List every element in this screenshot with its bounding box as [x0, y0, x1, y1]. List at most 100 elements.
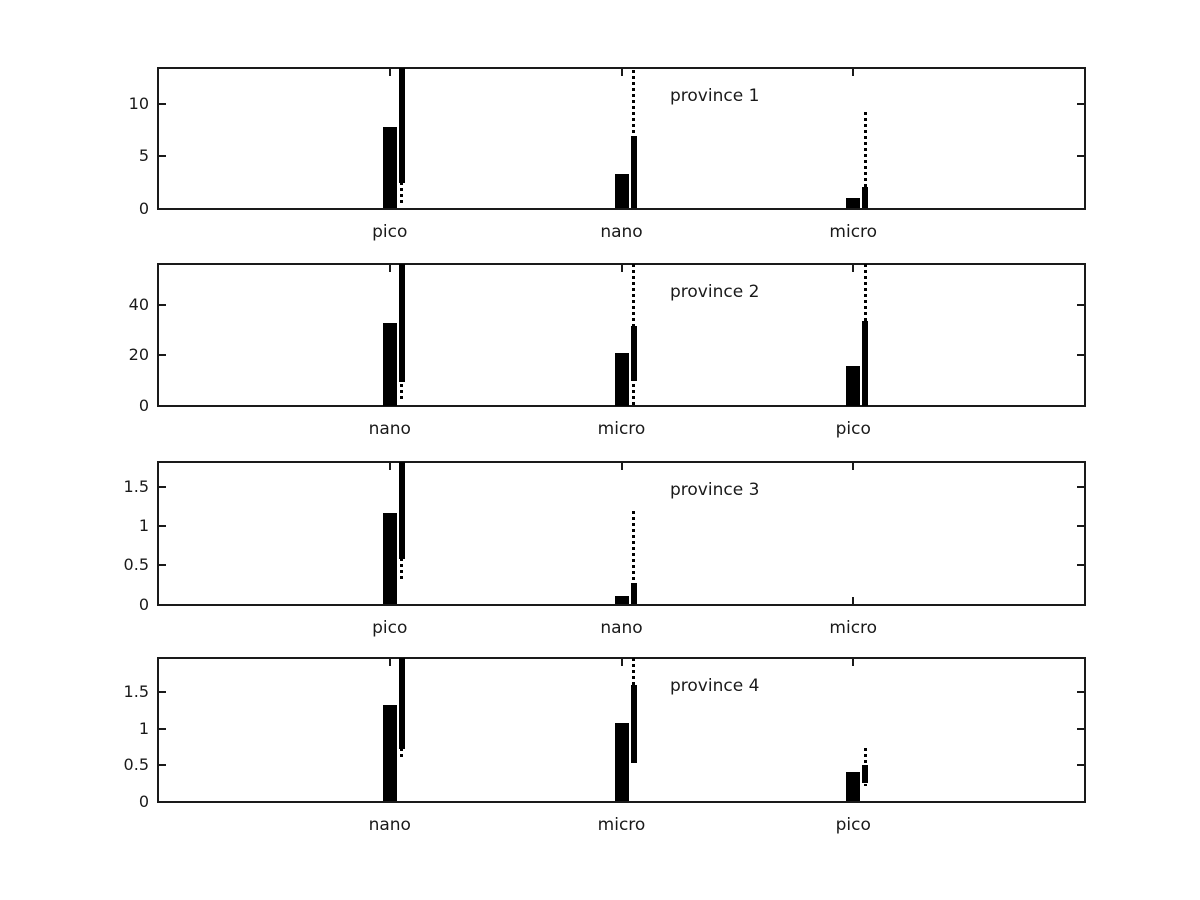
- y-tick-left: [159, 603, 166, 606]
- y-tick-right: [1077, 405, 1084, 407]
- y-tick-label: 0.5: [123, 755, 149, 775]
- plot-box: [157, 657, 1086, 803]
- y-tick-left: [159, 103, 166, 106]
- y-tick-label: 1.5: [123, 682, 149, 702]
- y-tick-label: 40: [128, 294, 149, 314]
- x-tick-top: [620, 265, 623, 272]
- bar-pico: [846, 366, 861, 406]
- y-tick-label: 1.5: [123, 477, 149, 497]
- x-tick-top: [388, 265, 391, 272]
- y-tick-label: 5: [138, 146, 149, 166]
- plot-box: [157, 263, 1086, 407]
- y-tick-label: 20: [128, 345, 149, 365]
- y-tick-left: [159, 486, 166, 489]
- y-tick-left: [159, 525, 166, 528]
- y-tick-right: [1077, 207, 1084, 210]
- y-tick-left: [159, 207, 166, 210]
- x-tick-top: [388, 659, 391, 666]
- y-tick-label: 1: [138, 516, 149, 536]
- province-label: province 4: [670, 676, 760, 696]
- category-label: micro: [597, 814, 646, 835]
- x-tick-top: [852, 463, 855, 470]
- bar-pico: [382, 512, 397, 605]
- y-tick-left: [159, 405, 166, 407]
- y-tick-right: [1077, 727, 1084, 730]
- x-tick-top: [388, 69, 391, 76]
- error-bar-solid: [398, 462, 405, 560]
- bar-nano: [614, 595, 629, 605]
- y-tick-left: [159, 564, 166, 567]
- y-tick-label: 1: [138, 718, 149, 738]
- x-tick-bottom: [852, 596, 855, 604]
- y-tick-left: [159, 691, 166, 694]
- y-tick-left: [159, 764, 166, 767]
- category-label: micro: [829, 617, 878, 638]
- category-label: pico: [372, 617, 408, 638]
- category-label: micro: [597, 419, 646, 439]
- x-tick-top: [852, 265, 855, 272]
- y-tick-left: [159, 800, 166, 803]
- y-tick-label: 0: [138, 594, 149, 614]
- y-tick-right: [1077, 354, 1084, 357]
- province-label: province 3: [670, 480, 760, 500]
- bar-nano: [382, 322, 397, 406]
- bar-pico: [382, 127, 397, 209]
- error-bar-dotted: [632, 510, 635, 605]
- x-tick-top: [620, 463, 623, 470]
- y-tick-right: [1077, 603, 1084, 606]
- error-bar-solid: [398, 68, 405, 183]
- bar-micro: [614, 352, 629, 406]
- error-bar-solid: [630, 684, 637, 763]
- category-label: nano: [600, 617, 643, 638]
- x-tick-top: [620, 69, 623, 76]
- x-tick-top: [852, 659, 855, 666]
- category-label: nano: [600, 221, 643, 242]
- y-tick-left: [159, 354, 166, 357]
- x-tick-top: [620, 659, 623, 666]
- error-bar-solid: [862, 321, 869, 406]
- category-label: nano: [368, 814, 411, 835]
- bar-nano: [614, 173, 629, 209]
- y-tick-left: [159, 727, 166, 730]
- y-tick-label: 10: [128, 94, 149, 114]
- bar-micro: [614, 722, 629, 802]
- error-bar-dotted: [863, 111, 867, 209]
- y-tick-right: [1077, 103, 1084, 106]
- bar-micro: [846, 198, 861, 209]
- category-label: micro: [829, 221, 878, 242]
- error-bar-solid: [862, 186, 869, 209]
- y-tick-right: [1077, 303, 1084, 306]
- y-tick-right: [1077, 564, 1084, 567]
- y-tick-right: [1077, 525, 1084, 528]
- category-label: nano: [368, 419, 411, 439]
- plot-box: [157, 461, 1086, 606]
- y-tick-right: [1077, 691, 1084, 694]
- error-bar-solid: [398, 658, 405, 750]
- error-bar-solid: [630, 583, 637, 605]
- category-label: pico: [372, 221, 408, 242]
- y-tick-right: [1077, 486, 1084, 489]
- y-tick-left: [159, 155, 166, 158]
- plot-box: [157, 67, 1086, 210]
- province-label: province 2: [670, 282, 760, 302]
- category-label: pico: [835, 814, 871, 835]
- y-tick-right: [1077, 764, 1084, 767]
- error-bar-solid: [862, 765, 869, 784]
- y-tick-label: 0.5: [123, 555, 149, 575]
- y-tick-right: [1077, 800, 1084, 803]
- province-label: province 1: [670, 86, 760, 106]
- error-bar-solid: [398, 264, 405, 382]
- error-bar-solid: [630, 325, 637, 381]
- bar-pico: [846, 772, 861, 802]
- x-tick-top: [388, 463, 391, 470]
- y-tick-left: [159, 303, 166, 306]
- x-tick-top: [852, 69, 855, 76]
- y-tick-right: [1077, 155, 1084, 158]
- category-label: pico: [835, 419, 871, 439]
- y-tick-label: 0: [138, 198, 149, 218]
- y-tick-label: 0: [138, 396, 149, 415]
- y-tick-label: 0: [138, 791, 149, 811]
- error-bar-solid: [630, 135, 637, 209]
- bar-nano: [382, 704, 397, 802]
